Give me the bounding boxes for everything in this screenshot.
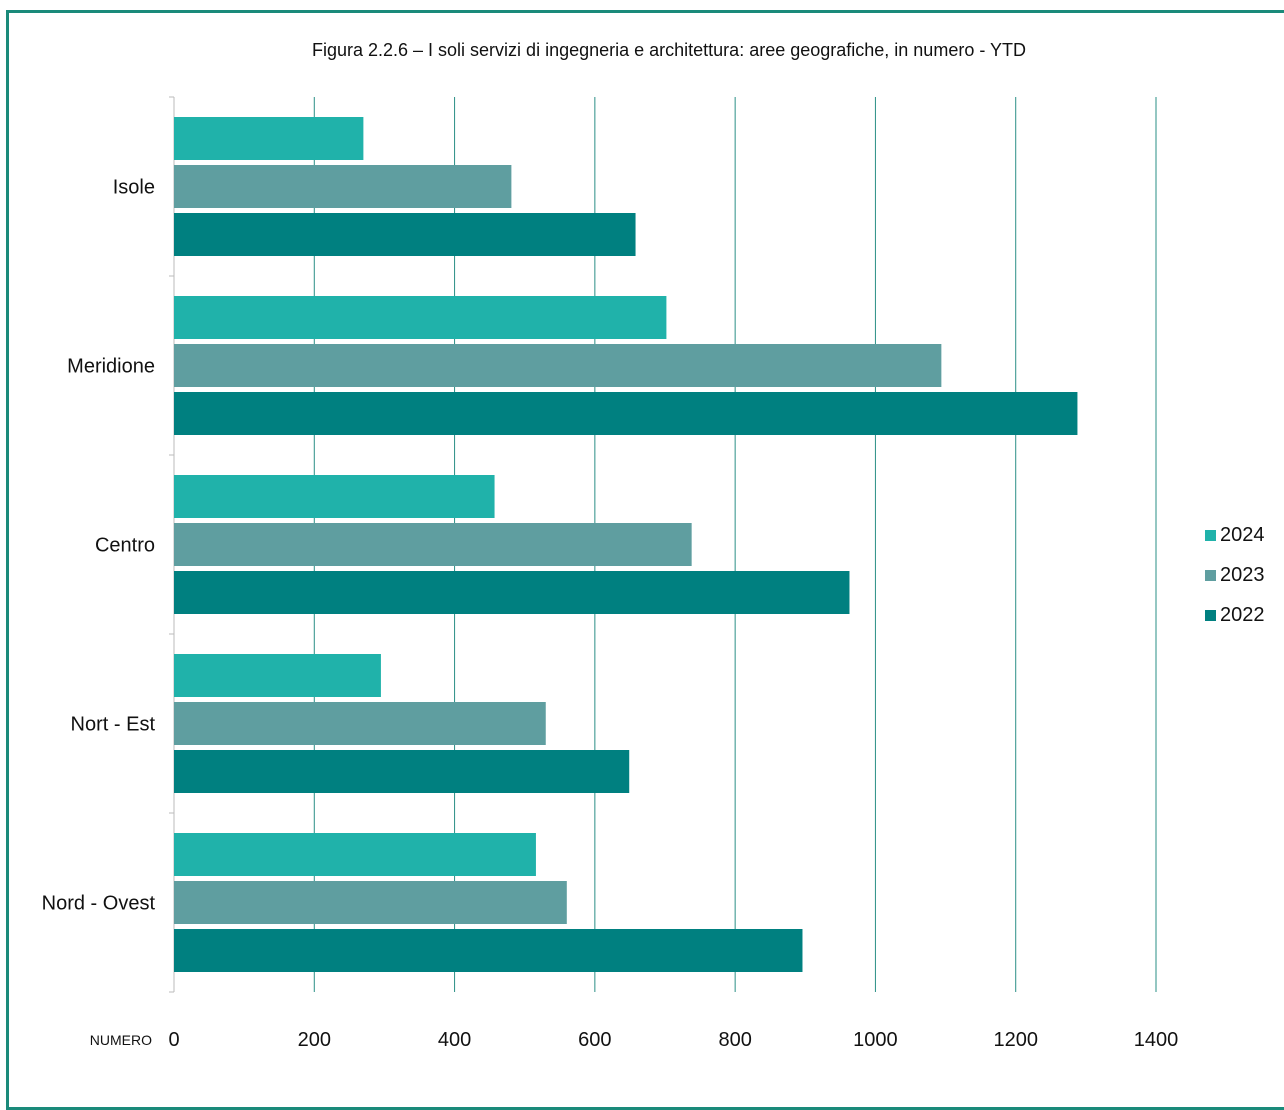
legend-swatch	[1205, 609, 1216, 621]
bar-2024-centro	[174, 475, 495, 518]
bar-2023-centro	[174, 523, 692, 566]
bar-2023-isole	[174, 165, 512, 208]
bar-2024-isole	[174, 117, 364, 160]
chart-legend: 2024 2023 2022	[1205, 515, 1265, 635]
legend-item: 2024	[1205, 515, 1265, 555]
x-tick-label: 1200	[993, 1029, 1038, 1051]
bar-2022-nort-est	[174, 750, 630, 793]
bar-2022-meridione	[174, 392, 1078, 435]
category-label: Isole	[113, 177, 155, 199]
bar-2023-nord-ovest	[174, 881, 567, 924]
bar-2023-meridione	[174, 344, 942, 387]
category-label: Centro	[95, 535, 155, 557]
legend-label: 2024	[1220, 523, 1265, 546]
category-label: Nort - Est	[71, 714, 156, 736]
bar-2022-nord-ovest	[174, 929, 803, 972]
chart-title: Figura 2.2.6 – I soli servizi di ingegne…	[311, 40, 1027, 60]
x-tick-label: 400	[438, 1029, 471, 1051]
bar-2024-nord-ovest	[174, 833, 536, 876]
bar-2024-nort-est	[174, 654, 381, 697]
bar-2023-nort-est	[174, 702, 546, 745]
x-tick-label: 0	[168, 1029, 179, 1051]
bar-2024-meridione	[174, 296, 667, 339]
x-tick-label: 600	[578, 1029, 611, 1051]
x-tick-label: 800	[718, 1029, 751, 1051]
bar-2022-isole	[174, 213, 636, 256]
legend-label: 2023	[1220, 563, 1265, 586]
legend-label: 2022	[1220, 603, 1265, 626]
legend-swatch	[1205, 529, 1216, 541]
category-label: Nord - Ovest	[42, 893, 156, 915]
category-label: Meridione	[67, 356, 155, 378]
x-tick-label: 1400	[1134, 1029, 1179, 1051]
legend-item: 2022	[1205, 595, 1265, 635]
bar-chart: Isole Meridione Centro Nort - Est Nord - Ove…	[42, 96, 1179, 1051]
x-tick-label: 200	[298, 1029, 331, 1051]
bar-2022-centro	[174, 571, 850, 614]
legend-item: 2023	[1205, 555, 1265, 595]
legend-swatch	[1205, 569, 1216, 581]
x-axis-title: NUMERO	[90, 1032, 152, 1048]
x-tick-label: 1000	[853, 1029, 898, 1051]
